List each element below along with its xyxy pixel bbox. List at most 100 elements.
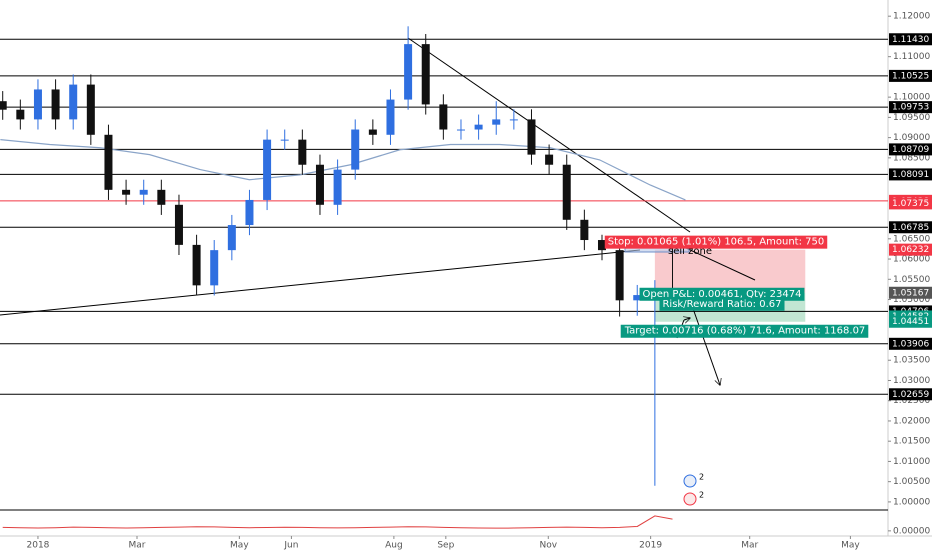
price-label-box	[889, 101, 932, 114]
candle-body	[562, 164, 571, 220]
price-label: 1.05167	[892, 288, 929, 298]
x-tick-label: May	[230, 541, 249, 550]
candle-body	[633, 295, 642, 301]
position-label-box	[639, 287, 805, 301]
y-tick-label: 1.05000	[893, 295, 930, 305]
candle-body	[333, 169, 342, 205]
price-label-box	[889, 33, 932, 46]
arrow	[684, 318, 690, 320]
price-label-box	[889, 286, 932, 299]
candle-body	[16, 109, 25, 120]
y-tick-label: 1.02000	[893, 416, 930, 426]
price-label-box	[889, 243, 932, 256]
trend-line	[407, 37, 691, 233]
y-tick-label: 1.06000	[893, 255, 930, 265]
y-tick-label: 1.01000	[893, 457, 930, 467]
x-tick-label: Sep	[437, 541, 454, 550]
candle-body	[456, 129, 465, 131]
price-label: 1.04451	[892, 317, 929, 327]
x-tick-label: Jun	[283, 541, 298, 550]
annotation: sell zone	[668, 246, 712, 257]
candle-body	[227, 225, 236, 251]
price-label: 1.06232	[892, 245, 929, 255]
position-label: Target: 0.00716 (0.68%) 71.6, Amount: 11…	[624, 326, 866, 337]
moving-average	[0, 139, 686, 201]
position-label-box	[620, 324, 869, 338]
candle-body	[298, 139, 307, 165]
x-tick-label: 2019	[639, 541, 662, 550]
y-tick-label: 1.01500	[893, 437, 930, 447]
candle-body	[69, 84, 78, 120]
price-label: 1.08091	[892, 170, 929, 180]
y-tick-label: 1.03000	[893, 376, 930, 386]
x-tick-label: Mar	[129, 541, 146, 550]
price-label: 1.06785	[892, 223, 929, 233]
candle-body	[474, 124, 483, 130]
y-tick-label: 1.10000	[893, 93, 930, 103]
y-tick-label: 1.03500	[893, 356, 930, 366]
candle-body	[545, 154, 554, 165]
price-label: 1.11430	[892, 35, 929, 45]
candle-body	[404, 44, 413, 100]
candle-body	[122, 189, 131, 195]
candle-body	[210, 250, 219, 286]
stop-zone	[654, 249, 806, 293]
y-tick-label: 1.02500	[893, 396, 930, 406]
x-tick-label: Nov	[539, 541, 557, 550]
event-badge	[683, 474, 697, 488]
candle-body	[351, 129, 360, 170]
y-tick-label: 1.09000	[893, 133, 930, 143]
price-label-box	[889, 337, 932, 350]
price-label: 1.08709	[892, 145, 929, 155]
position-label-box	[604, 235, 828, 249]
candle-body	[421, 44, 430, 105]
position-label: Risk/Reward Ratio: 0.67	[662, 299, 781, 310]
x-tick-label: Mar	[741, 541, 758, 550]
candle-body	[615, 250, 624, 301]
x-tick-label: Aug	[385, 541, 403, 550]
price-label: 1.10525	[892, 71, 929, 81]
price-label: 1.02659	[892, 390, 929, 400]
candle-body	[86, 84, 95, 135]
y-tick-label: 1.11000	[893, 52, 930, 62]
candle-body	[192, 244, 201, 286]
candle-body	[245, 199, 254, 226]
candle-body	[386, 99, 395, 135]
candle-body	[315, 164, 324, 205]
event-badge	[683, 492, 697, 506]
arrow	[689, 299, 720, 385]
candle-body	[139, 189, 148, 195]
y-tick-label: 1.00000	[893, 497, 930, 507]
position-label-box	[659, 297, 785, 311]
x-tick-label: 2018	[27, 541, 50, 550]
candle-body	[527, 119, 536, 155]
indicator-tick-label: 0.00000	[893, 526, 930, 536]
trend-line	[0, 249, 641, 316]
position-label: Stop: 0.01065 (1.01%) 106.5, Amount: 750	[608, 237, 824, 248]
price-label-box	[889, 69, 932, 82]
candle-body	[104, 134, 113, 190]
event-count: 2	[699, 473, 704, 482]
indicator-line	[2, 515, 673, 529]
candle-body	[33, 89, 42, 120]
y-tick-label: 1.00500	[893, 477, 930, 487]
price-label: 1.03906	[892, 339, 929, 349]
candle-body	[263, 139, 272, 200]
y-tick-label: 1.12000	[893, 12, 930, 22]
price-label-box	[889, 168, 932, 181]
candle-body	[157, 189, 166, 205]
candle-body	[280, 139, 289, 141]
candle-body	[439, 104, 448, 130]
x-tick-label: May	[841, 541, 860, 550]
candle-body	[174, 204, 183, 245]
price-label-box	[889, 221, 932, 234]
price-label-box	[889, 388, 932, 401]
y-tick-label: 1.05500	[893, 275, 930, 285]
price-label: 1.09753	[892, 103, 929, 113]
event-count: 2	[699, 491, 704, 500]
y-tick-label: 1.06500	[893, 234, 930, 244]
candle-body	[368, 129, 377, 135]
candle-body	[492, 119, 501, 125]
price-label-box	[889, 143, 932, 156]
